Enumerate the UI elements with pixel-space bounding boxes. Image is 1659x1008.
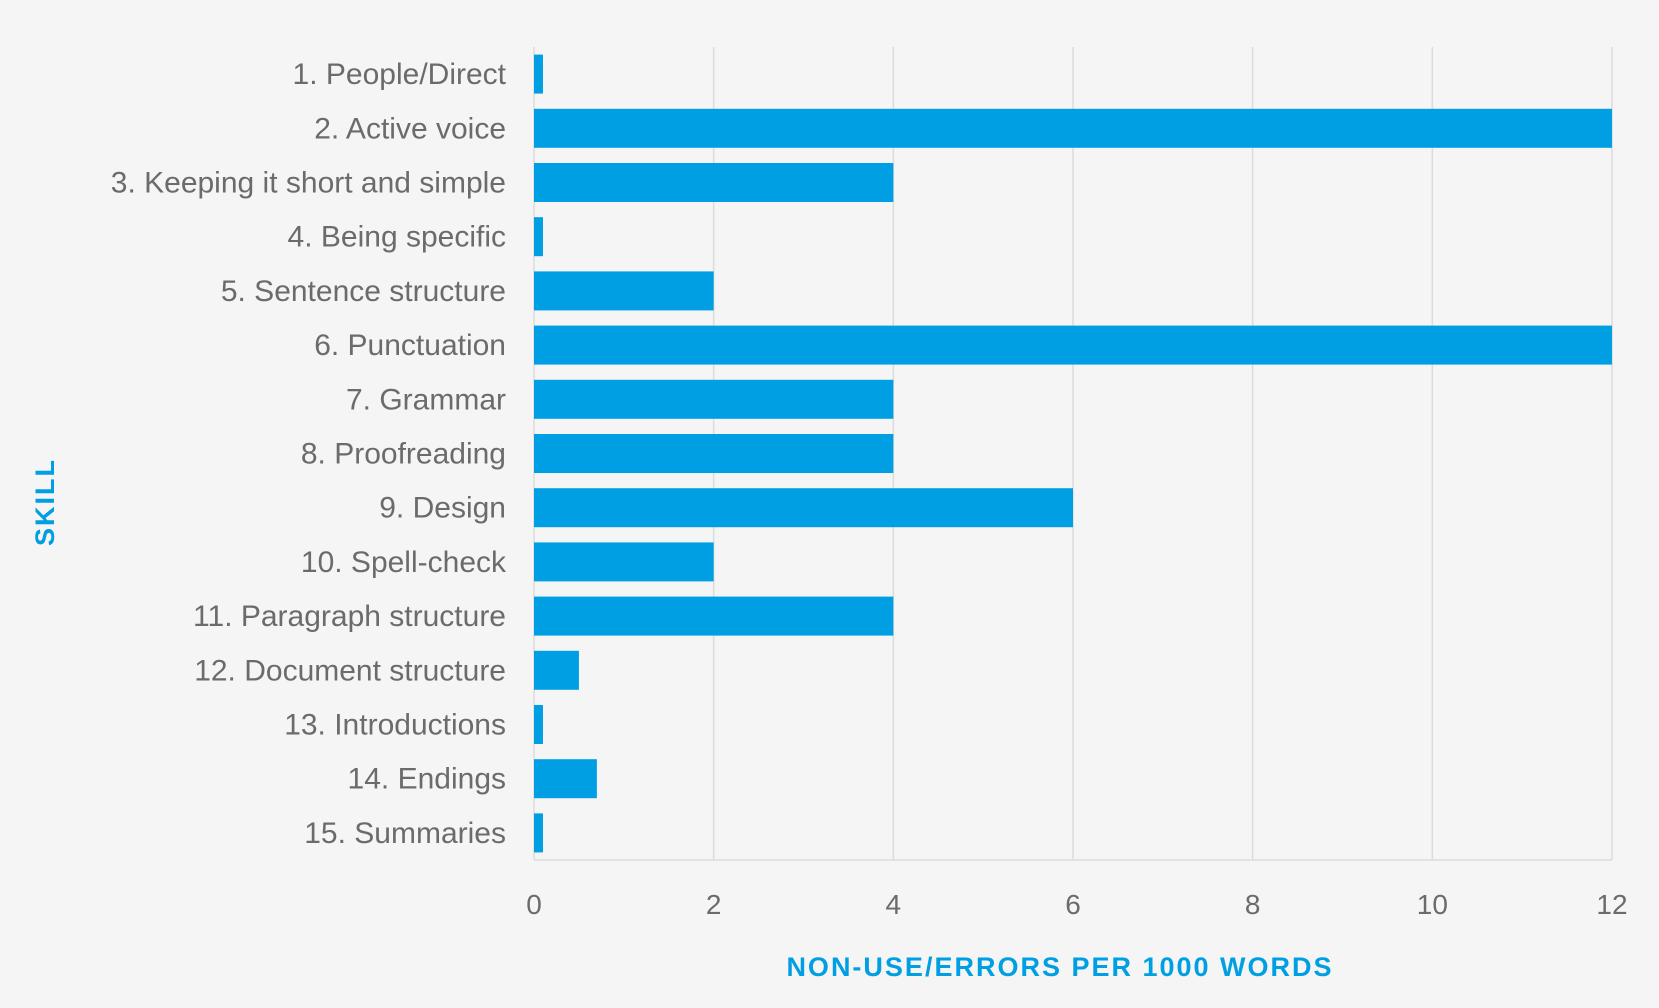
category-label: 2. Active voice: [314, 112, 506, 145]
y-axis-title: SKILL: [30, 458, 60, 546]
bar: [534, 488, 1073, 528]
x-tick-label: 0: [526, 889, 542, 920]
bar: [534, 271, 714, 311]
bar: [534, 650, 579, 690]
x-tick-label: 8: [1245, 889, 1261, 920]
category-label: 11. Paragraph structure: [193, 600, 506, 633]
bar: [534, 325, 1612, 365]
bar: [534, 759, 597, 799]
bar: [534, 542, 714, 582]
category-label: 3. Keeping it short and simple: [111, 167, 506, 200]
x-tick-label: 6: [1065, 889, 1081, 920]
bar: [534, 434, 894, 473]
category-label: 12. Document structure: [194, 654, 506, 687]
category-labels: 1. People/Direct 2. Active voice 3. Keepin…: [111, 58, 507, 850]
bar: [534, 596, 894, 636]
category-label: 15. Summaries: [304, 817, 506, 850]
bars: [534, 54, 1612, 853]
bar: [534, 217, 543, 257]
category-label: 7. Grammar: [346, 383, 506, 416]
bar: [534, 705, 543, 744]
category-label: 6. Punctuation: [314, 329, 506, 362]
bar: [534, 108, 1612, 148]
category-label: 14. Endings: [348, 763, 506, 796]
category-label: 13. Introductions: [284, 709, 506, 742]
bar: [534, 163, 894, 202]
bar: [534, 813, 543, 853]
x-axis-title: NON-USE/ERRORS PER 1000 WORDS: [786, 952, 1333, 982]
category-label: 9. Design: [379, 492, 506, 525]
x-tick-label: 2: [706, 889, 722, 920]
category-label: 1. People/Direct: [293, 58, 507, 91]
x-tick-label: 4: [886, 889, 902, 920]
x-tick-label: 12: [1596, 889, 1627, 920]
bar: [534, 379, 894, 419]
category-label: 10. Spell-check: [301, 546, 507, 579]
bar: [534, 54, 543, 94]
category-label: 4. Being specific: [288, 221, 506, 254]
category-label: 8. Proofreading: [301, 438, 506, 471]
x-tick-label: 10: [1417, 889, 1448, 920]
x-tick-labels: 0 2 4 6 8 10 12: [526, 889, 1627, 920]
category-label: 5. Sentence structure: [221, 275, 506, 308]
